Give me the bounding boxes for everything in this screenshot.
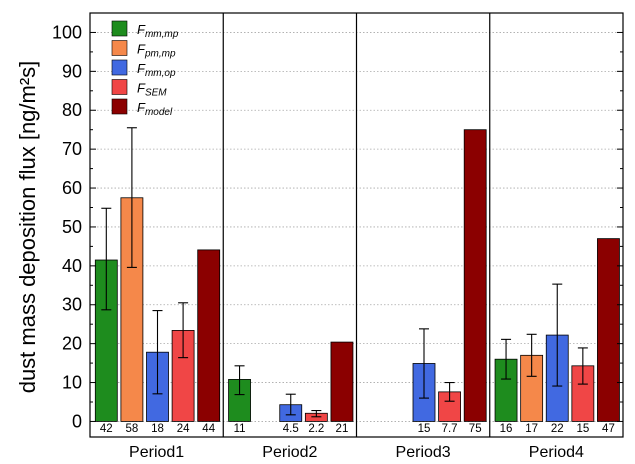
legend-swatch	[111, 40, 128, 56]
value-label: 44	[202, 423, 215, 435]
legend-swatch	[111, 79, 128, 95]
value-label: 17	[525, 423, 538, 435]
y-tick-label: 20	[62, 334, 82, 354]
value-label: 4.5	[283, 423, 299, 435]
value-label: 22	[551, 423, 564, 435]
y-axis-label: dust mass deposition flux [ng/m²s]	[15, 61, 40, 394]
y-tick-label: 30	[62, 295, 82, 315]
x-axis-labels: Period1 Period2 Period3 Period4	[129, 444, 584, 461]
period-dividers	[222, 13, 491, 437]
value-label: 42	[100, 423, 113, 435]
x-category-label: Period2	[262, 444, 317, 461]
bar	[330, 341, 354, 422]
value-label: 15	[418, 423, 431, 435]
y-tick-label: 60	[62, 178, 82, 198]
value-label: 24	[177, 423, 190, 435]
legend-swatch	[111, 59, 128, 76]
value-label: 2.2	[308, 423, 324, 435]
legend-label: FSEM	[137, 81, 167, 99]
y-axis-ticks: 0 10 20 30 40 50 60 70 80 90 100	[52, 22, 623, 431]
legend-label: Fpm,mp	[137, 42, 176, 60]
y-tick-label: 70	[62, 139, 82, 159]
value-label: 15	[576, 423, 589, 435]
y-tick-label: 100	[52, 22, 82, 42]
value-label: 75	[469, 423, 482, 435]
value-label: 7.7	[442, 423, 458, 435]
y-tick-label: 40	[62, 256, 82, 276]
value-label: 16	[500, 423, 513, 435]
y-tick-label: 80	[62, 100, 82, 120]
legend-label: Fmodel	[137, 100, 173, 118]
value-label: 18	[151, 423, 164, 435]
y-tick-label: 0	[72, 411, 82, 431]
y-tick-label: 50	[62, 217, 82, 237]
value-labels: 42 11 16 58 17 18 4.5 15 22 24 2.2 7.7 15 44 21 75 47	[100, 423, 615, 435]
bar	[197, 249, 221, 422]
bar	[463, 129, 487, 422]
bar	[597, 238, 620, 422]
value-label: 21	[336, 423, 349, 435]
error-bars	[101, 127, 588, 418]
x-category-label: Period3	[396, 444, 451, 461]
x-category-label: Period1	[129, 444, 184, 461]
legend-swatch	[111, 98, 128, 115]
legend-label: Fmm,mp	[137, 22, 179, 40]
plot-frame	[89, 12, 624, 438]
legend-label: Fmm,op	[137, 61, 176, 79]
value-label: 11	[234, 423, 246, 435]
y-tick-label: 10	[62, 373, 82, 393]
y-tick-label: 90	[62, 61, 82, 81]
legend-swatch	[111, 20, 128, 37]
x-category-label: Period4	[529, 444, 584, 461]
value-label: 58	[126, 423, 139, 435]
bars	[94, 129, 620, 422]
value-label: 47	[602, 423, 615, 435]
